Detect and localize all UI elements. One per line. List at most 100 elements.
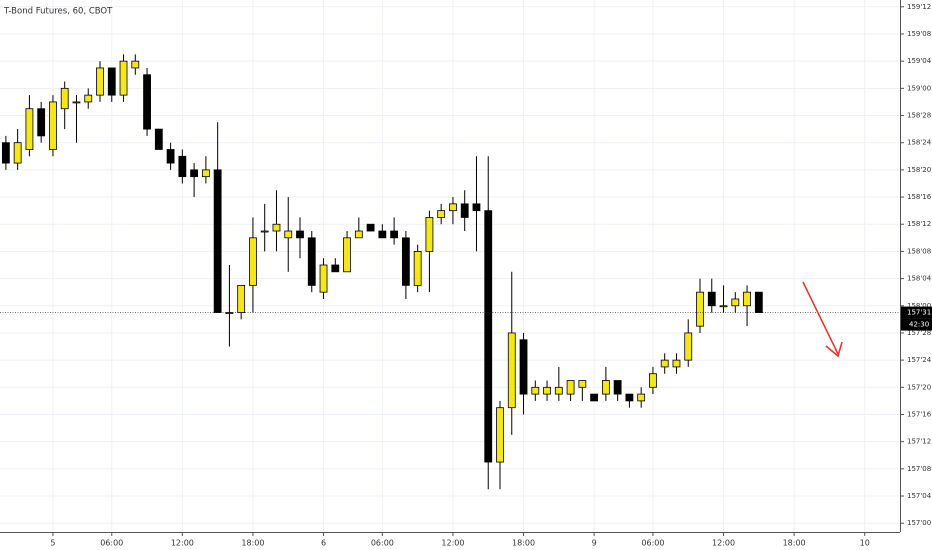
candle-body bbox=[260, 230, 269, 233]
candle-body bbox=[754, 291, 763, 313]
candle-body bbox=[284, 230, 293, 239]
candle-body bbox=[354, 230, 363, 239]
candle-body bbox=[401, 237, 410, 286]
candle-body bbox=[707, 291, 716, 307]
candle-body bbox=[590, 393, 599, 402]
y-tick-label: 159'08 bbox=[907, 30, 931, 38]
y-tick-label: 157'00 bbox=[907, 519, 931, 527]
y-tick-label: 158'28 bbox=[907, 112, 931, 120]
x-tick-label: 12:00 bbox=[441, 539, 464, 548]
x-tick-label: 5 bbox=[50, 539, 55, 548]
candle-body bbox=[178, 155, 187, 178]
last-price-box bbox=[901, 306, 932, 319]
candle-body bbox=[331, 264, 340, 273]
candle-body bbox=[649, 373, 657, 388]
candle-body bbox=[131, 60, 140, 69]
y-tick-label: 157'16 bbox=[907, 410, 932, 418]
candle-body bbox=[143, 74, 151, 130]
x-tick-label: 06:00 bbox=[371, 539, 394, 548]
y-tick-label: 157'24 bbox=[907, 356, 932, 364]
y-tick-label: 158'12 bbox=[907, 220, 931, 228]
candles bbox=[0, 54, 900, 490]
candle-body bbox=[119, 60, 128, 96]
y-tick-label: 158'16 bbox=[907, 193, 932, 201]
candle-body bbox=[366, 223, 375, 232]
candle-body bbox=[660, 359, 669, 368]
candle-body bbox=[554, 386, 563, 395]
x-tick-label: 06:00 bbox=[641, 539, 664, 548]
candle-body bbox=[60, 87, 69, 110]
y-tick-label: 157'08 bbox=[907, 465, 931, 473]
candle-body bbox=[296, 230, 304, 239]
candle-body bbox=[684, 332, 693, 361]
candle-body bbox=[637, 393, 646, 402]
y-tick-label: 157'28 bbox=[907, 329, 931, 337]
candle-body bbox=[201, 169, 210, 178]
candle-body bbox=[37, 108, 46, 137]
candle-body bbox=[249, 237, 257, 286]
candle-body bbox=[390, 230, 399, 239]
candle-body bbox=[484, 210, 493, 463]
candle-body bbox=[496, 407, 504, 463]
annotation-arrow bbox=[802, 281, 843, 358]
y-tick-label: 159'04 bbox=[907, 57, 932, 65]
arrow-shaft bbox=[802, 281, 839, 355]
y-tick-label: 158'00 bbox=[907, 302, 931, 310]
candle-body bbox=[378, 230, 387, 239]
candle-body bbox=[625, 393, 634, 402]
candle-body bbox=[107, 67, 116, 96]
candle-body bbox=[578, 380, 587, 388]
candle-body bbox=[519, 339, 528, 395]
x-tick-label: 6 bbox=[321, 539, 326, 548]
candle-body bbox=[743, 291, 751, 307]
y-tick-label: 158'08 bbox=[907, 247, 931, 255]
candle-body bbox=[437, 210, 446, 218]
candle-body bbox=[237, 284, 246, 313]
candle-body bbox=[731, 298, 740, 307]
x-tick-label: 06:00 bbox=[100, 539, 123, 548]
x-tick-label: 12:00 bbox=[171, 539, 194, 548]
candle-body bbox=[543, 386, 551, 395]
candle-body bbox=[96, 67, 104, 96]
candle-body bbox=[719, 305, 728, 308]
candle-body bbox=[1, 142, 10, 164]
y-tick-label: 159'12 bbox=[907, 3, 931, 11]
x-tick-label: 12:00 bbox=[712, 539, 735, 548]
y-tick-label: 157'12 bbox=[907, 438, 931, 446]
y-tick-label: 158'24 bbox=[907, 139, 932, 147]
candle-body bbox=[190, 169, 199, 178]
y-tick-label: 157'04 bbox=[907, 492, 932, 500]
x-tick-label: 10 bbox=[860, 539, 870, 548]
last-price-label: 157'31 bbox=[907, 309, 931, 317]
x-tick-label: 18:00 bbox=[241, 539, 264, 548]
candle-body bbox=[460, 203, 469, 218]
candle-body bbox=[696, 291, 704, 327]
candle-body bbox=[507, 332, 516, 409]
chart-title: T-Bond Futures, 60, CBOT bbox=[3, 7, 113, 17]
candle-body bbox=[601, 380, 610, 395]
y-tick-label: 158'04 bbox=[907, 275, 932, 283]
candle-body bbox=[307, 237, 316, 286]
candle-body bbox=[84, 94, 93, 103]
candle-body bbox=[413, 251, 422, 286]
candle-body bbox=[13, 142, 22, 164]
y-tick-label: 158'20 bbox=[907, 166, 931, 174]
candle-body bbox=[166, 149, 175, 164]
candle-body bbox=[613, 380, 622, 395]
candle-body bbox=[566, 380, 575, 395]
candle-body bbox=[272, 223, 281, 232]
candle-body bbox=[49, 101, 57, 150]
candle-body bbox=[472, 203, 481, 212]
x-tick-label: 9 bbox=[592, 539, 597, 548]
axis-labels: 157'00 157'04 157'08 157'12 157'16 157'20 157'… bbox=[50, 3, 932, 548]
candle-body bbox=[319, 264, 328, 293]
candle-body bbox=[672, 359, 681, 368]
countdown-box bbox=[901, 318, 932, 331]
countdown-label: 42:30 bbox=[909, 321, 929, 329]
arrow-head bbox=[825, 341, 843, 358]
y-tick-label: 159'00 bbox=[907, 84, 931, 92]
x-tick-label: 18:00 bbox=[783, 539, 806, 548]
candle-body bbox=[213, 169, 222, 313]
